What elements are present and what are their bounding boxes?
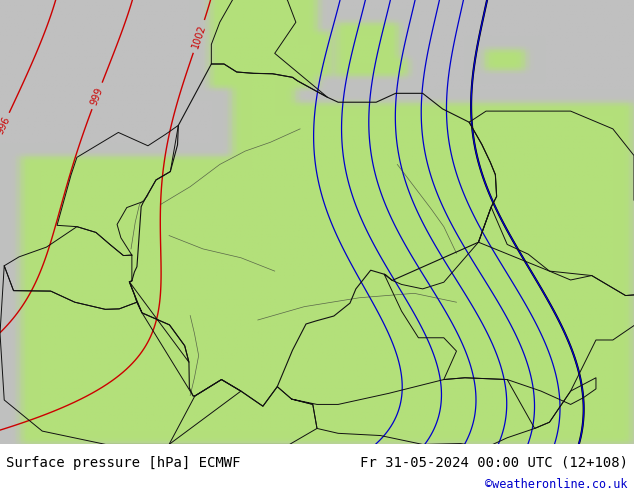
Text: 999: 999 bbox=[89, 85, 105, 106]
Text: 1002: 1002 bbox=[190, 23, 207, 49]
Text: Surface pressure [hPa] ECMWF: Surface pressure [hPa] ECMWF bbox=[6, 456, 241, 469]
Text: ©weatheronline.co.uk: ©weatheronline.co.uk bbox=[485, 478, 628, 490]
Text: Fr 31-05-2024 00:00 UTC (12+108): Fr 31-05-2024 00:00 UTC (12+108) bbox=[359, 456, 628, 469]
Text: 996: 996 bbox=[0, 115, 11, 136]
